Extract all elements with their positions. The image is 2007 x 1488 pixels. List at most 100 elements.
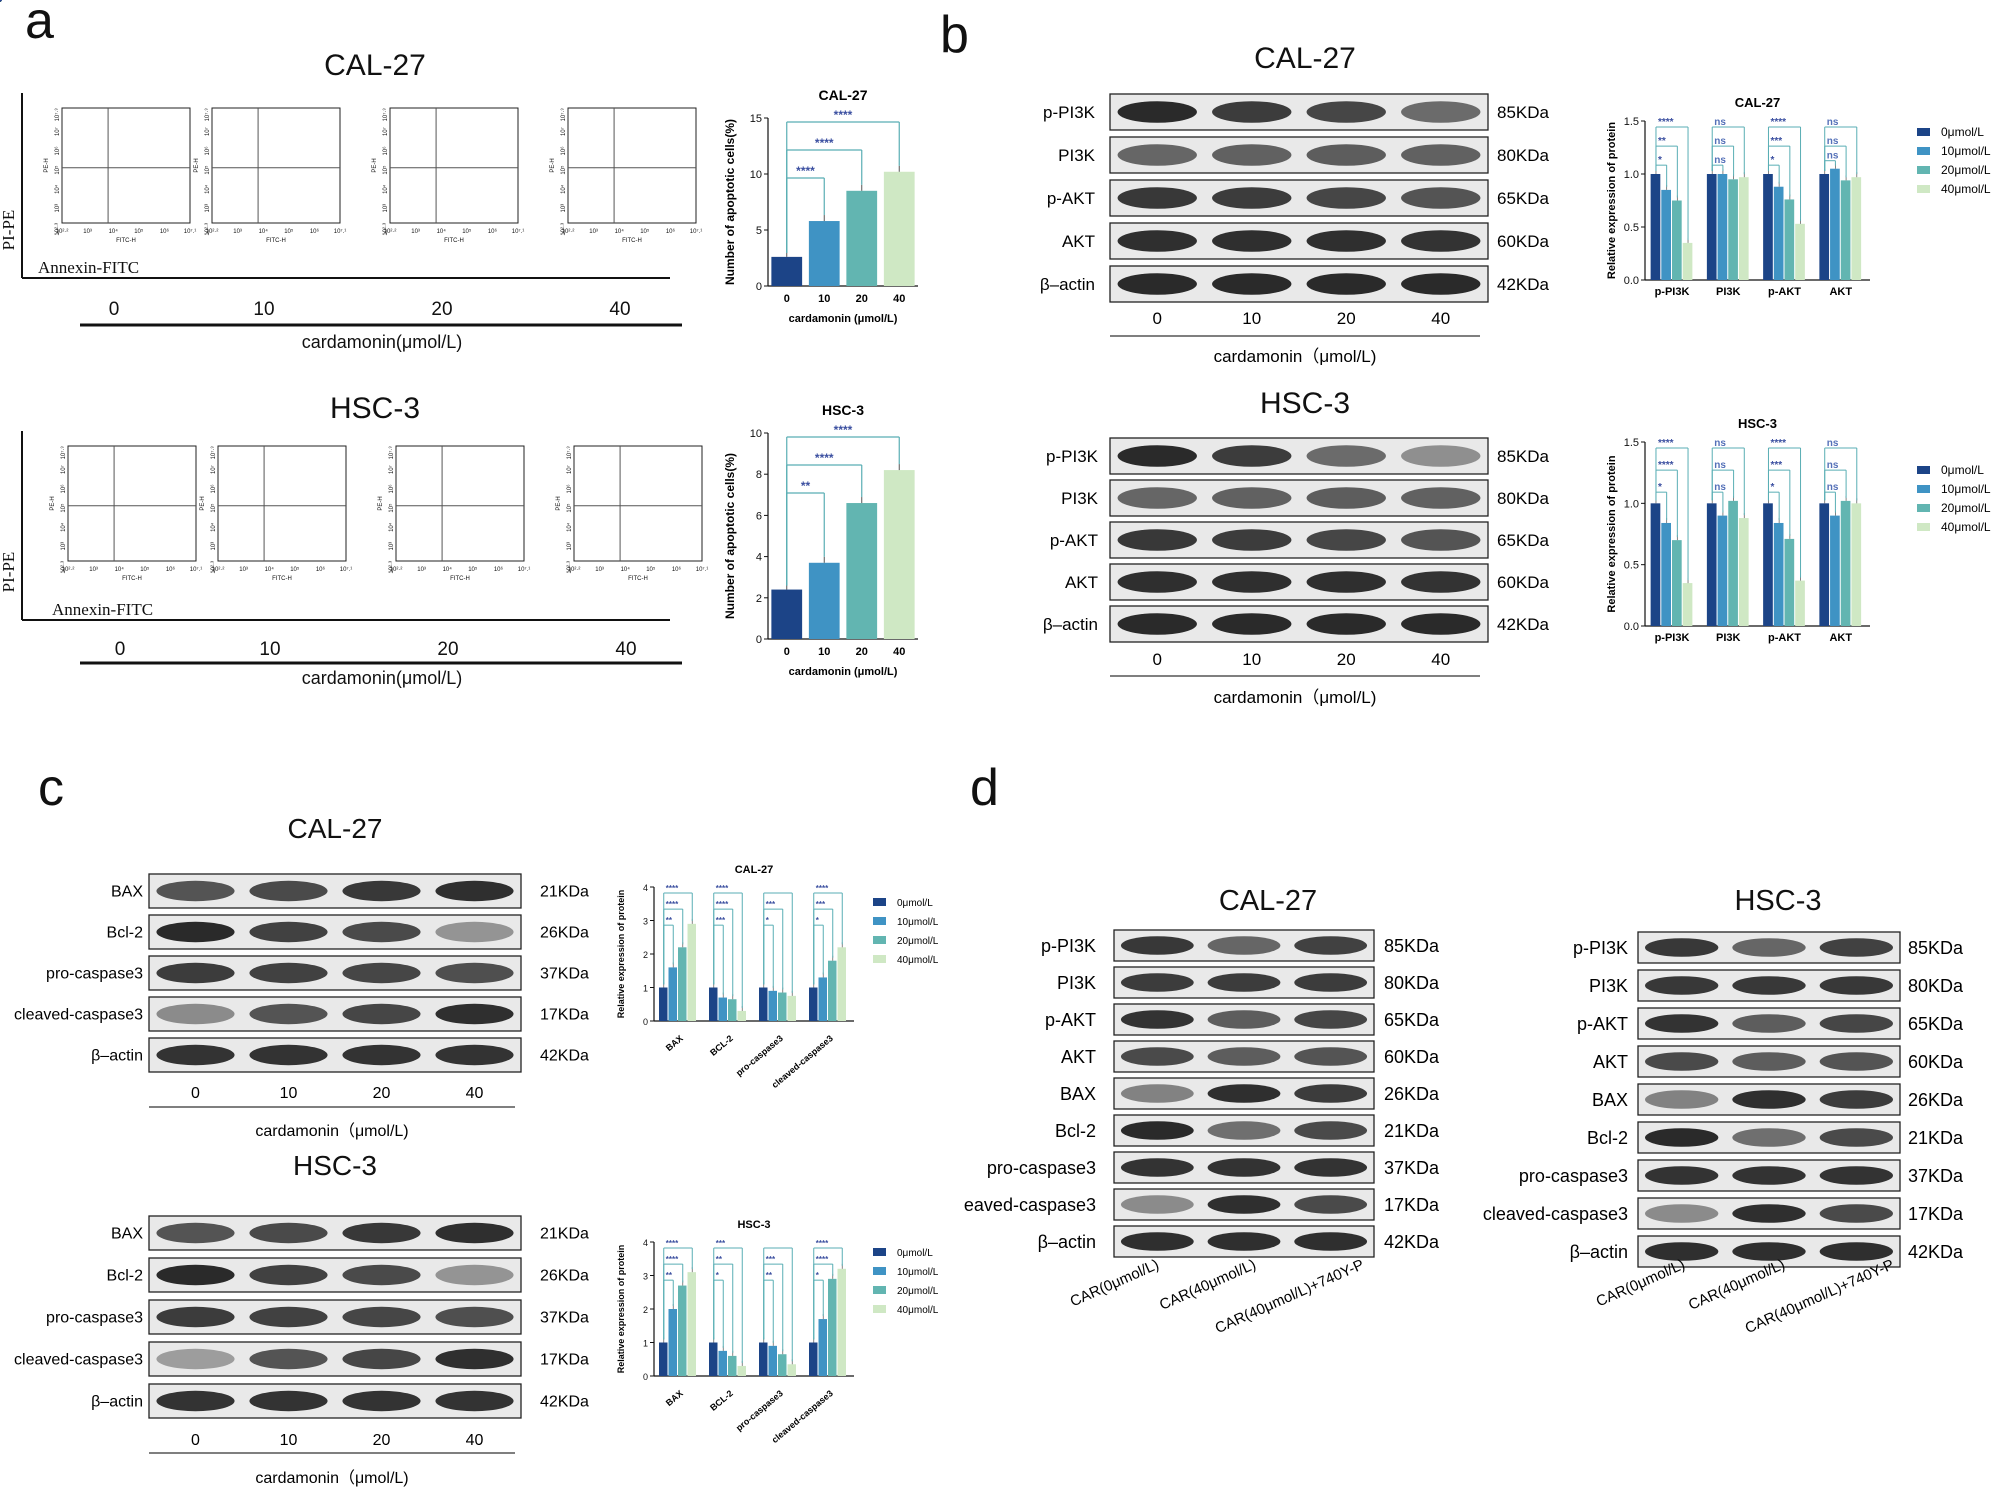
blot-band <box>1732 1166 1806 1185</box>
facs-tick: 10⁶ <box>204 146 211 156</box>
dose-label: 10 <box>259 639 280 660</box>
facs-tick: 10⁴ <box>204 184 211 194</box>
protein-label: β–actin <box>91 1048 143 1065</box>
facs-tick: 10⁴ <box>437 228 447 235</box>
blot-band <box>1819 1052 1894 1071</box>
kda-label: 85KDa <box>1497 447 1550 466</box>
blot-band <box>342 1264 421 1286</box>
bar <box>808 562 840 639</box>
y-tick-label: 3 <box>643 917 648 927</box>
bar <box>668 1309 677 1376</box>
y-tick-label: 10 <box>750 169 762 181</box>
facs-tick: 10²·³ <box>383 223 389 236</box>
facs-tick: 10²·² <box>212 567 225 573</box>
kda-label: 42KDa <box>540 1048 589 1065</box>
bar <box>759 1342 768 1376</box>
blot-band <box>1732 938 1806 957</box>
facs-tick: 10⁴ <box>443 566 453 573</box>
protein-label: AKT <box>1065 573 1098 592</box>
sig-label: *** <box>1770 136 1782 147</box>
sig-label: **** <box>666 884 679 893</box>
blot-band <box>342 1222 421 1244</box>
bar <box>818 977 827 1021</box>
blot-band <box>1207 1084 1281 1103</box>
blot-band <box>1644 1166 1719 1185</box>
blot-row: Bcl-2 21KDa <box>1055 1114 1440 1147</box>
blot-band <box>249 1348 328 1370</box>
blot-band <box>342 1003 421 1025</box>
blot-band <box>156 1390 235 1412</box>
protein-label: β–actin <box>91 1394 143 1411</box>
sig-label: * <box>716 1271 720 1280</box>
kda-label: 80KDa <box>1384 973 1440 993</box>
blot-band <box>156 1044 235 1066</box>
blot-row: β–actin 42KDa <box>91 1037 589 1073</box>
bar <box>809 1342 818 1376</box>
x-tick-label: p-AKT <box>1768 632 1801 644</box>
protein-label: eaved-caspase3 <box>964 1195 1096 1215</box>
protein-label: β–actin <box>1570 1242 1628 1262</box>
blot-row: PI3K 80KDa <box>1058 136 1550 174</box>
facs-tick: 10²·³ <box>211 561 217 574</box>
facs-axis-label: PE-H <box>50 496 56 510</box>
dose-label: 20 <box>437 639 458 660</box>
bar <box>1763 174 1773 280</box>
sig-label: **** <box>834 108 853 122</box>
blot-band <box>1294 1232 1368 1251</box>
legend-label: 10μmol/L <box>897 1267 939 1278</box>
blot-row: p-AKT 65KDa <box>1045 1003 1440 1036</box>
legend-swatch <box>873 898 886 906</box>
blot-band <box>1401 230 1481 252</box>
y-tick-label: 6 <box>756 510 762 522</box>
blot-band <box>342 1348 421 1370</box>
blot-band <box>1644 976 1719 995</box>
bar <box>1795 223 1805 280</box>
facs-axis-label: PE-H <box>556 496 562 510</box>
kda-label: 65KDa <box>1384 1010 1440 1030</box>
blot-row: BAX 21KDa <box>111 1215 589 1251</box>
blot-band <box>1644 1052 1719 1071</box>
kda-label: 60KDa <box>1908 1052 1964 1072</box>
panel-letter: b <box>940 6 969 64</box>
annexin-x-label: Annexin-FITC <box>52 600 153 619</box>
facs-frame <box>395 445 525 562</box>
sig-label: **** <box>1658 117 1674 128</box>
protein-label: Bcl-2 <box>107 1268 144 1285</box>
blot-band <box>1212 101 1292 123</box>
kda-label: 17KDa <box>1384 1195 1440 1215</box>
bar <box>883 171 915 286</box>
bar <box>659 987 668 1021</box>
facs-tick: 10⁷.¹ <box>340 566 353 573</box>
facs-tick: 10⁷·⁹ <box>382 108 389 122</box>
kda-label: 42KDa <box>1497 275 1550 294</box>
annexin-x-label: Annexin-FITC <box>38 258 139 277</box>
sig-label: ns <box>1827 438 1839 449</box>
kda-label: 85KDa <box>1497 103 1550 122</box>
blot-band <box>156 1222 235 1244</box>
blot-band <box>1401 613 1481 635</box>
blot-band <box>1294 973 1368 992</box>
facs-tick: 10²·³ <box>567 561 573 574</box>
facs-axis-label: PE-H <box>550 158 556 172</box>
bar <box>737 1365 746 1376</box>
sig-label: **** <box>816 1239 829 1248</box>
blot-band <box>1819 1128 1894 1147</box>
bar <box>728 1355 737 1376</box>
dose-caption: cardamonin（μmol/L) <box>255 1469 408 1487</box>
blot-band <box>1120 1047 1194 1066</box>
blot-band <box>1207 1010 1281 1029</box>
y-tick-label: 3 <box>643 1272 648 1282</box>
bar <box>1728 500 1738 626</box>
sig-label: *** <box>1770 460 1782 471</box>
blot-band <box>1207 1195 1281 1214</box>
blot-band <box>1644 938 1719 957</box>
blot-band <box>342 1306 421 1328</box>
facs-tick: 10²·² <box>206 229 219 235</box>
blot-band <box>1207 1047 1281 1066</box>
kda-label: 21KDa <box>540 1226 589 1243</box>
kda-label: 21KDa <box>540 884 589 901</box>
legend-label: 10μmol/L <box>1941 144 1991 158</box>
panel-letter: d <box>970 759 999 817</box>
legend-label: 20μmol/L <box>897 936 939 947</box>
